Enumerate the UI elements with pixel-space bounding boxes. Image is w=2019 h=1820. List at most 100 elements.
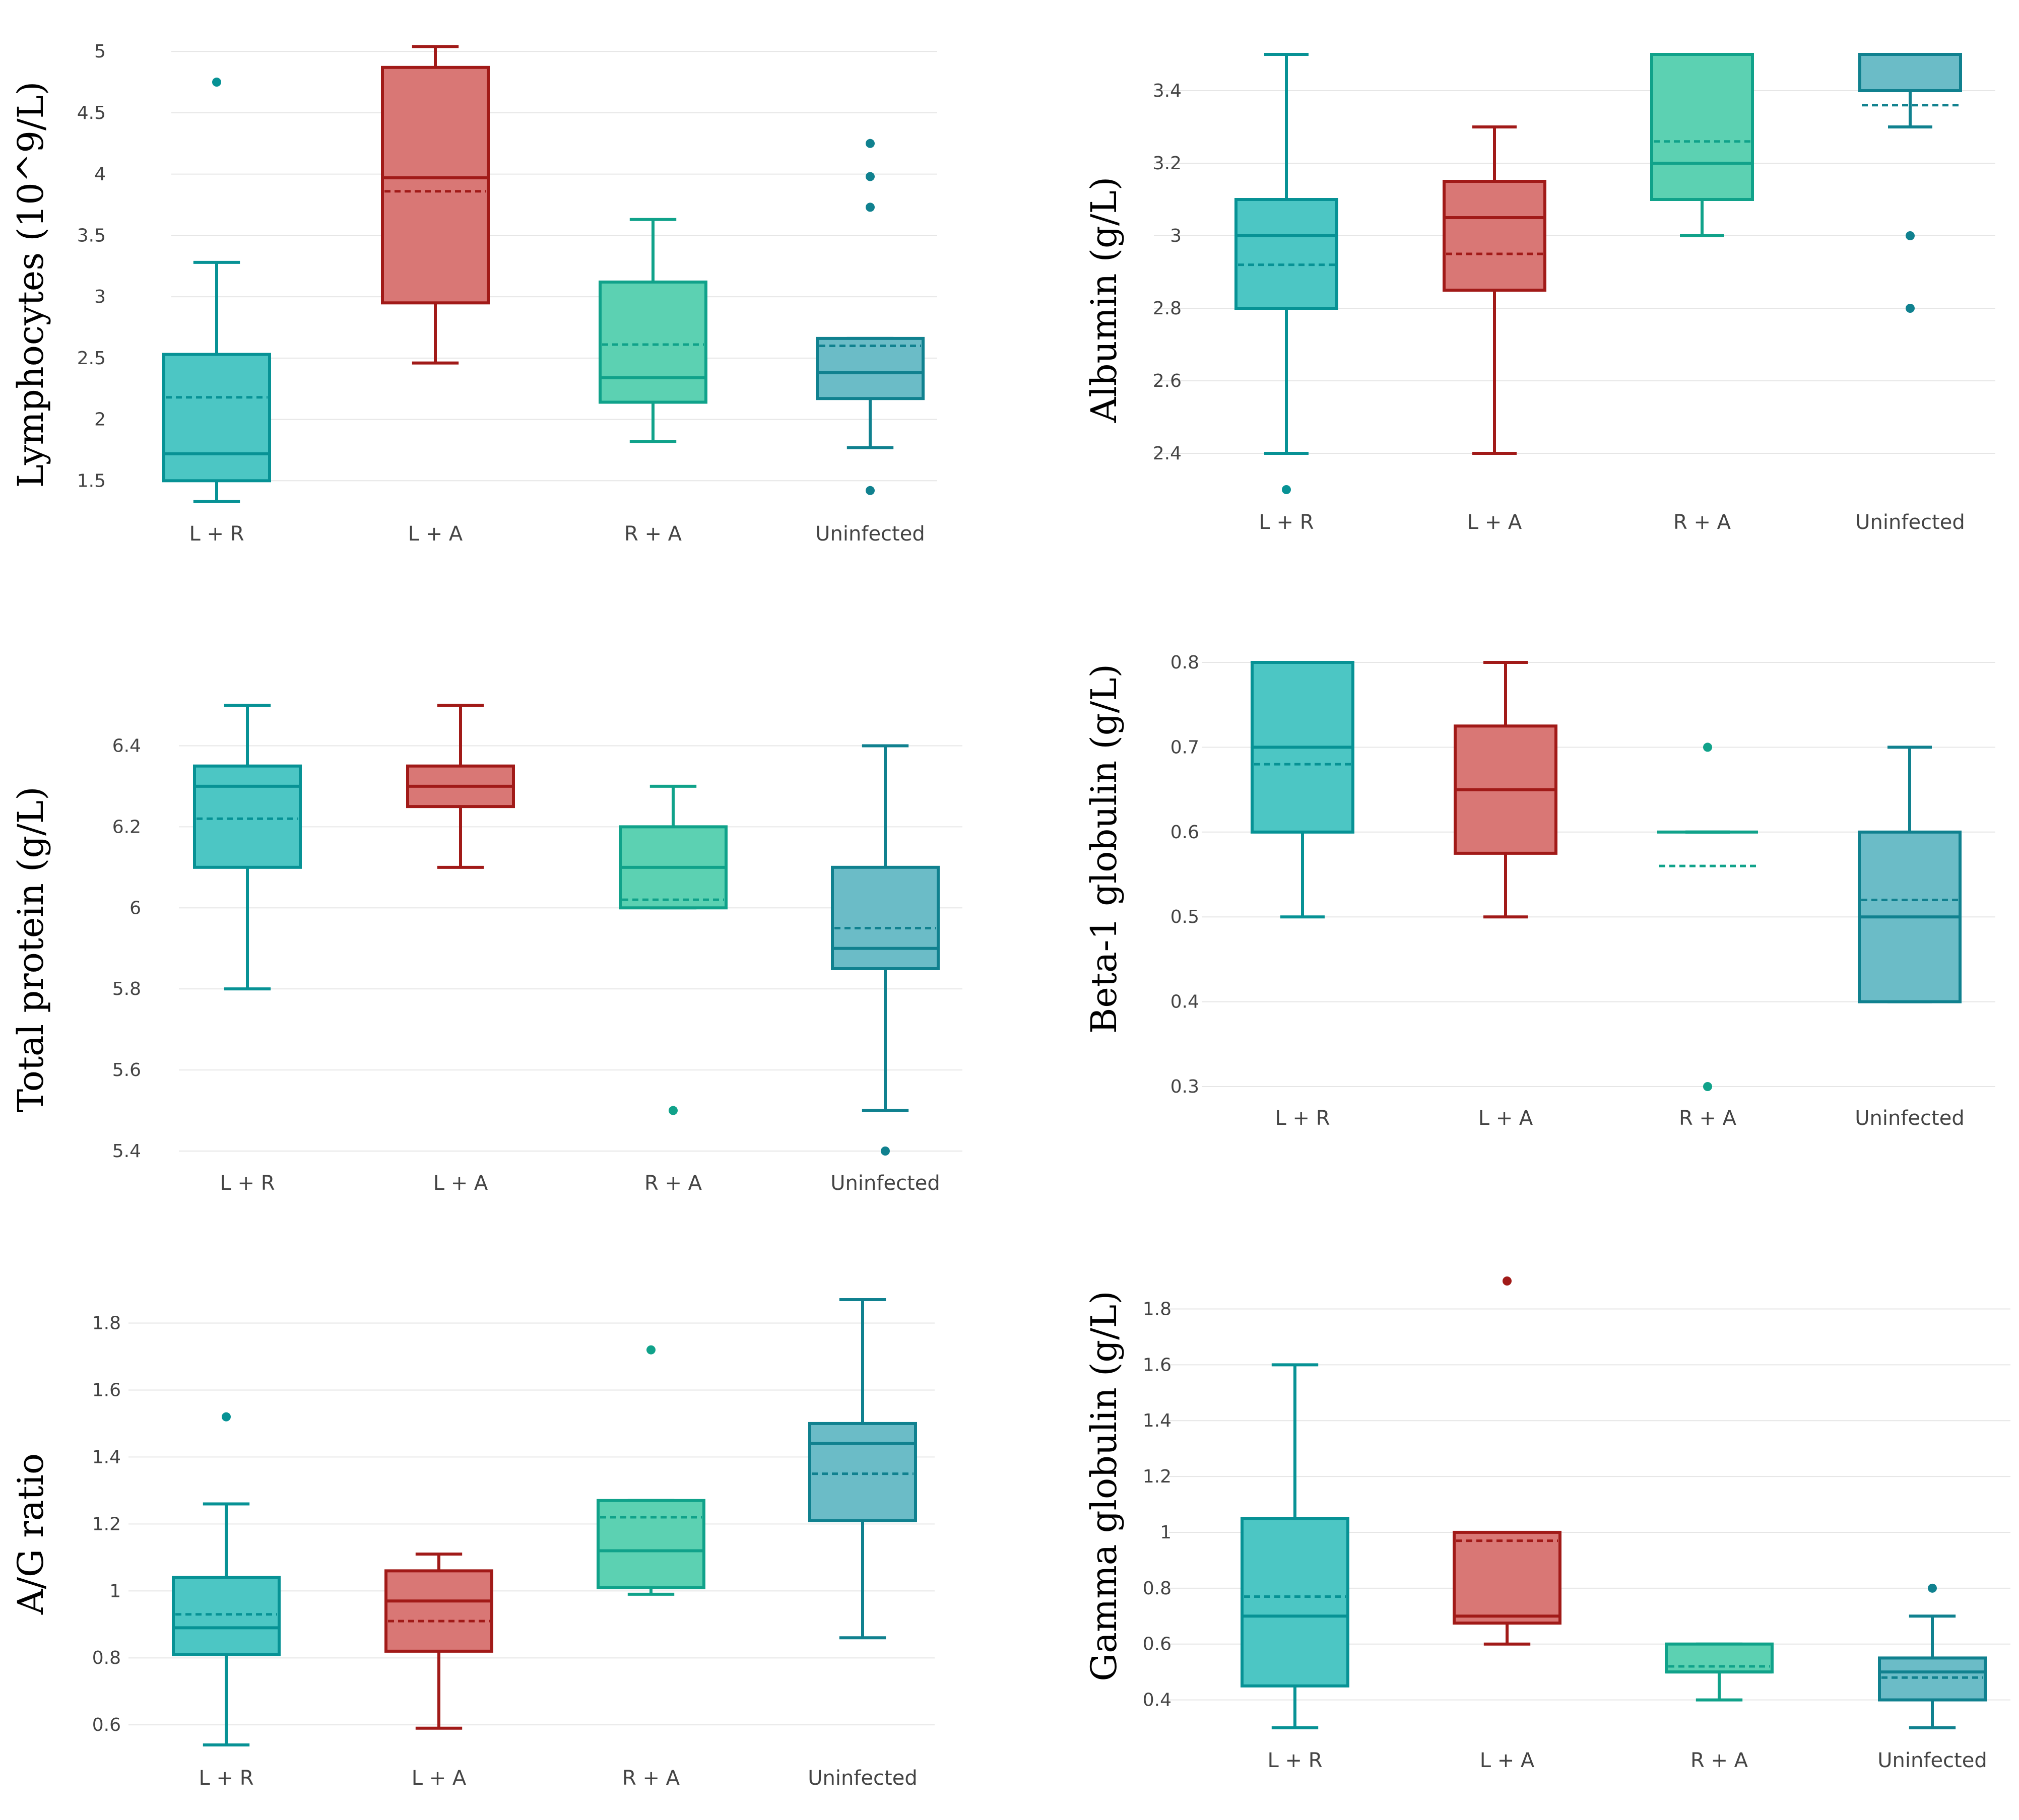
y-tick-label: 5.6 — [112, 1060, 141, 1081]
x-category-label: Uninfected — [1877, 1749, 1987, 1772]
y-tick-label: 3.2 — [1153, 153, 1182, 174]
x-category-label: L + R — [1275, 1107, 1330, 1130]
x-category-label: L + A — [1480, 1749, 1535, 1772]
outlier-point — [222, 1412, 231, 1422]
y-tick-label: 0.6 — [92, 1715, 121, 1735]
box-iqr — [1241, 1517, 1349, 1688]
y-tick-label: 4 — [94, 164, 106, 185]
x-category-label: L + R — [1259, 511, 1314, 534]
y-tick-label: 0.6 — [1143, 1634, 1171, 1655]
y-tick-label: 1.5 — [77, 470, 106, 491]
x-category-label: L + A — [408, 522, 463, 546]
box-uninfected — [1858, 53, 1962, 313]
y-tick-label: 0.4 — [1170, 992, 1199, 1013]
box-l-r — [1251, 661, 1354, 919]
box-iqr — [808, 1422, 917, 1522]
box-iqr — [1878, 1656, 1987, 1702]
x-category-label: R + A — [622, 1767, 680, 1790]
box-iqr — [384, 1569, 493, 1653]
chart-panel-1: 1.5 2 2.5 3 3.5 4 4.5 5 Lymphocytes (10^9/L) L + … — [10, 41, 937, 546]
outlier-point — [1282, 485, 1291, 494]
outlier-point — [1703, 1082, 1712, 1091]
x-category-label: R + A — [1690, 1749, 1748, 1772]
chart-panel-4: 0.3 0.4 0.5 0.6 0.7 0.8 Beta-1 globulin (g/L) L… — [1083, 652, 1995, 1130]
x-category-label: Uninfected — [830, 1172, 940, 1195]
y-tick-label: 1.4 — [92, 1447, 121, 1467]
y-tick-label: 0.7 — [1170, 737, 1199, 758]
y-tick-label: 1.8 — [92, 1313, 121, 1334]
box-iqr — [162, 353, 271, 483]
x-category-label: L + R — [1267, 1749, 1322, 1772]
chart-panel-6: 0.4 0.6 0.8 1 1.2 1.4 1.6 1.8 Gamma globulin (g/… — [1083, 1276, 2010, 1772]
y-tick-label: 1 — [1160, 1522, 1171, 1543]
outlier-point — [212, 78, 221, 87]
y-axis-label: A/G ratio — [10, 1453, 51, 1615]
x-category-label: Uninfected — [815, 522, 925, 546]
y-tick-label: 0.3 — [1170, 1076, 1199, 1097]
y-tick-label: 5.4 — [112, 1141, 141, 1162]
box-iqr — [599, 280, 707, 404]
box-l-r — [1234, 53, 1338, 494]
outlier-point — [1503, 1276, 1512, 1286]
y-tick-label: 6 — [129, 898, 141, 918]
box-l-a — [384, 1553, 493, 1730]
box-uninfected — [831, 744, 940, 1156]
y-tick-label: 0.5 — [1170, 907, 1199, 927]
y-tick-label: 0.6 — [1170, 822, 1199, 843]
box-l-a — [381, 45, 490, 365]
y-tick-label: 4.5 — [77, 103, 106, 123]
box-r-a — [597, 1345, 705, 1596]
y-axis-label: Total protein (g/L) — [10, 786, 51, 1112]
y-tick-label: 2.4 — [1153, 443, 1182, 464]
y-tick-label: 6.4 — [112, 735, 141, 756]
y-axis-label: Beta-1 globulin (g/L) — [1083, 664, 1125, 1034]
outlier-point — [669, 1106, 678, 1115]
box-iqr — [1665, 1642, 1774, 1674]
box-l-r — [172, 1412, 281, 1746]
box-r-a — [599, 218, 707, 443]
x-category-label: R + A — [624, 522, 682, 546]
x-category-label: L + R — [220, 1172, 275, 1195]
y-tick-label: 2.6 — [1153, 371, 1182, 391]
box-iqr — [1234, 198, 1338, 310]
outlier-point — [1703, 743, 1712, 752]
chart-panel-3: 5.4 5.6 5.8 6 6.2 6.4 Total protein (g/L) L + R… — [10, 704, 962, 1195]
y-tick-label: 1.2 — [92, 1514, 121, 1534]
chart-panel-5: 0.6 0.8 1 1.2 1.4 1.6 1.8 A/G ratio L + R L + A R … — [10, 1298, 935, 1790]
y-axis-label: Gamma globulin (g/L) — [1083, 1291, 1125, 1681]
x-category-label: R + A — [644, 1172, 702, 1195]
y-tick-label: 1.4 — [1143, 1410, 1171, 1431]
box-l-r — [1241, 1363, 1349, 1729]
outlier-point — [866, 172, 875, 181]
y-tick-label: 5.8 — [112, 979, 141, 999]
x-category-label: L + A — [1467, 511, 1522, 534]
box-iqr — [193, 764, 302, 869]
outlier-point — [866, 139, 875, 148]
y-tick-label: 3 — [94, 287, 106, 307]
x-category-label: L + R — [189, 522, 244, 546]
chart-panel-2: 2.4 2.6 2.8 3 3.2 3.4 Albumin (g/L) L + R L + A R… — [1083, 53, 1995, 534]
y-tick-label: 1 — [109, 1581, 121, 1601]
box-iqr — [1443, 180, 1546, 292]
x-category-label: Uninfected — [808, 1767, 917, 1790]
box-iqr — [1858, 53, 1962, 92]
y-tick-label: 0.8 — [1170, 652, 1199, 673]
y-tick-label: 2 — [94, 410, 106, 430]
x-category-label: L + R — [199, 1767, 253, 1790]
y-tick-label: 3 — [1170, 226, 1182, 246]
outlier-point — [866, 486, 875, 495]
box-uninfected — [808, 1298, 917, 1640]
box-iqr — [597, 1499, 705, 1589]
x-category-label: R + A — [1673, 511, 1731, 534]
outlier-point — [1906, 304, 1915, 313]
outlier-point — [1906, 231, 1915, 240]
outlier-point — [646, 1345, 656, 1355]
x-category-label: Uninfected — [1855, 1107, 1964, 1130]
y-tick-label: 1.6 — [1143, 1355, 1171, 1375]
y-tick-label: 1.6 — [92, 1380, 121, 1400]
y-tick-label: 6.2 — [112, 817, 141, 837]
box-l-a — [1443, 125, 1546, 455]
outlier-point — [881, 1147, 890, 1156]
x-category-label: L + A — [433, 1172, 488, 1195]
